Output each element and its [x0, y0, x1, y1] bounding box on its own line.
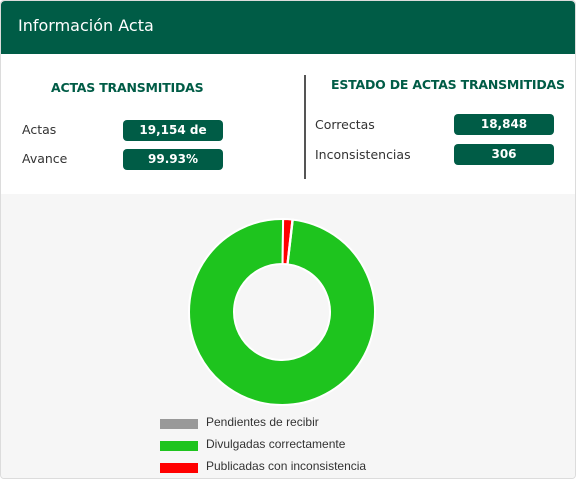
card-title: Información Acta — [18, 16, 154, 35]
donut-chart — [188, 217, 376, 406]
legend-swatch-divulgadas — [160, 441, 198, 451]
legend-label-pendientes: Pendientes de recibir — [206, 415, 319, 429]
chart-area: Pendientes de recibir Divulgadas correct… — [1, 194, 575, 478]
inconsistencias-label: Inconsistencias — [315, 147, 411, 162]
legend-swatch-inconsistencia — [160, 463, 198, 473]
stats-panel: ACTAS TRANSMITIDAS Actas 19,154 de 19,16… — [1, 54, 575, 194]
avance-label: Avance — [22, 151, 68, 166]
actas-transmitidas-title: ACTAS TRANSMITIDAS — [51, 80, 204, 95]
inconsistencias-value-badge: 306 — [454, 144, 554, 165]
legend-swatch-pendientes — [160, 419, 198, 429]
donut-slice-pendientes[interactable] — [286, 218, 294, 266]
donut-slice-divulgadas[interactable] — [188, 218, 376, 406]
legend-label-divulgadas: Divulgadas correctamente — [206, 437, 346, 451]
stats-divider — [304, 75, 306, 179]
actas-value-badge: 19,154 de 19,167 — [123, 120, 223, 158]
avance-value-badge: 99.93% — [123, 149, 223, 170]
correctas-value-badge: 18,848 — [454, 114, 554, 135]
correctas-label: Correctas — [315, 117, 375, 132]
actas-label: Actas — [22, 122, 57, 137]
legend-label-inconsistencia: Publicadas con inconsistencia — [206, 459, 367, 473]
estado-actas-title: ESTADO DE ACTAS TRANSMITIDAS — [331, 77, 565, 92]
card-header: Información Acta — [1, 1, 575, 54]
